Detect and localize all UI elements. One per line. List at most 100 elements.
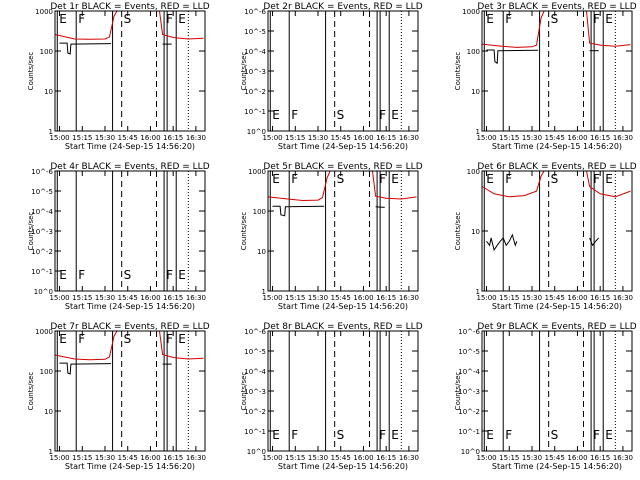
x-tick-label: 15:15	[499, 294, 519, 302]
y-tick-label: 10^-4	[31, 208, 53, 216]
y-axis-label: Counts/sec	[27, 372, 35, 411]
y-tick-label: 1000	[462, 8, 480, 16]
events-series-line	[486, 233, 518, 252]
y-tick-label: 10	[471, 228, 480, 236]
y-tick-label: 10^-4	[244, 48, 266, 56]
marker-label-s: S	[551, 172, 559, 186]
x-tick-label: 15:30	[522, 454, 542, 462]
x-tick-label: 16:00	[353, 454, 373, 462]
lld-series-line	[481, 10, 631, 48]
x-tick-label: 15:30	[308, 134, 328, 142]
x-tick-label: 16:00	[140, 134, 160, 142]
x-tick-label: 15:45	[118, 294, 138, 302]
marker-label-e: E	[391, 172, 399, 186]
x-tick-label: 15:15	[285, 454, 305, 462]
x-tick-label: 15:45	[118, 134, 138, 142]
y-tick-label: 10^-4	[458, 368, 480, 376]
panel-title: Det 7r BLACK = Events, RED = LLD	[50, 322, 209, 332]
y-axis-label: Counts/sec	[27, 52, 35, 91]
y-axis-label: Counts/sec	[454, 212, 462, 251]
marker-label-s: S	[124, 12, 132, 26]
x-tick-label: 15:45	[331, 294, 351, 302]
y-tick-label: 10^0	[247, 128, 266, 136]
x-tick-label: 15:15	[72, 454, 92, 462]
y-tick-label: 10^-3	[458, 388, 480, 396]
y-tick-label: 1	[476, 288, 480, 296]
marker-label-f: F	[166, 332, 173, 346]
y-axis-label: Counts/sec	[240, 372, 248, 411]
marker-label-f: F	[166, 12, 173, 26]
marker-label-f: F	[379, 108, 386, 122]
marker-label-f: F	[78, 12, 85, 26]
x-tick-label: 16:15	[590, 294, 610, 302]
x-tick-label: 15:00	[49, 454, 69, 462]
marker-label-e: E	[59, 268, 67, 282]
y-tick-label: 10^-5	[31, 188, 53, 196]
marker-label-f: F	[379, 428, 386, 442]
y-tick-label: 10^-5	[458, 348, 480, 356]
x-tick-label: 16:00	[140, 294, 160, 302]
x-tick-label: 15:30	[308, 454, 328, 462]
x-axis-label: Start Time (24-Sep-15 14:56:20)	[278, 462, 408, 471]
y-tick-label: 10^-1	[244, 108, 266, 116]
x-tick-label: 16:15	[376, 294, 396, 302]
x-tick-label: 16:30	[399, 454, 419, 462]
marker-label-s: S	[124, 332, 132, 346]
x-tick-label: 16:00	[353, 134, 373, 142]
x-tick-label: 15:00	[49, 294, 69, 302]
y-tick-label: 10^-3	[31, 228, 53, 236]
x-tick-label: 15:15	[285, 294, 305, 302]
marker-label-s: S	[551, 428, 559, 442]
marker-label-f: F	[291, 428, 298, 442]
marker-label-f: F	[593, 428, 600, 442]
y-tick-label: 1	[49, 128, 53, 136]
y-tick-label: 10^-2	[458, 408, 480, 416]
y-axis-label: Counts/sec	[454, 52, 462, 91]
x-tick-label: 15:00	[262, 294, 282, 302]
panel-title: Det 9r BLACK = Events, RED = LLD	[477, 322, 636, 332]
y-tick-label: 1000	[35, 328, 53, 336]
lld-series-line	[267, 170, 417, 202]
y-tick-label: 10^-5	[244, 28, 266, 36]
x-tick-label: 16:30	[186, 294, 206, 302]
marker-label-e: E	[59, 12, 67, 26]
x-tick-label: 15:45	[545, 294, 565, 302]
x-tick-label: 15:00	[476, 454, 496, 462]
x-tick-label: 15:30	[95, 134, 115, 142]
x-tick-label: 15:45	[545, 134, 565, 142]
x-tick-label: 16:30	[399, 134, 419, 142]
y-axis-label: Counts/sec	[240, 52, 248, 91]
x-tick-label: 15:30	[308, 294, 328, 302]
x-tick-label: 15:30	[522, 134, 542, 142]
x-tick-label: 16:30	[399, 294, 419, 302]
x-axis-label: Start Time (24-Sep-15 14:56:20)	[278, 142, 408, 151]
plot-frame	[54, 10, 206, 132]
x-tick-label: 15:45	[331, 134, 351, 142]
marker-label-f: F	[291, 108, 298, 122]
y-tick-label: 10^0	[34, 288, 53, 296]
x-tick-label: 15:30	[522, 294, 542, 302]
x-axis-label: Start Time (24-Sep-15 14:56:20)	[492, 462, 622, 471]
x-tick-label: 15:00	[476, 294, 496, 302]
events-series-line	[272, 205, 325, 217]
panel-title: Det 5r BLACK = Events, RED = LLD	[263, 162, 422, 172]
marker-label-e: E	[178, 332, 186, 346]
y-tick-label: 10	[257, 248, 266, 256]
y-tick-label: 10^-5	[244, 348, 266, 356]
y-tick-label: 10^-1	[244, 428, 266, 436]
x-tick-label: 16:15	[163, 294, 183, 302]
x-tick-label: 15:15	[499, 454, 519, 462]
marker-label-f: F	[593, 12, 600, 26]
x-tick-label: 16:15	[590, 454, 610, 462]
panel-title: Det 3r BLACK = Events, RED = LLD	[477, 2, 636, 12]
x-tick-label: 15:00	[49, 134, 69, 142]
y-tick-label: 10	[44, 88, 53, 96]
y-tick-label: 1	[49, 448, 53, 456]
y-tick-label: 10^-2	[244, 88, 266, 96]
x-tick-label: 16:30	[186, 454, 206, 462]
marker-label-e: E	[391, 108, 399, 122]
y-tick-label: 10^-6	[31, 168, 53, 176]
